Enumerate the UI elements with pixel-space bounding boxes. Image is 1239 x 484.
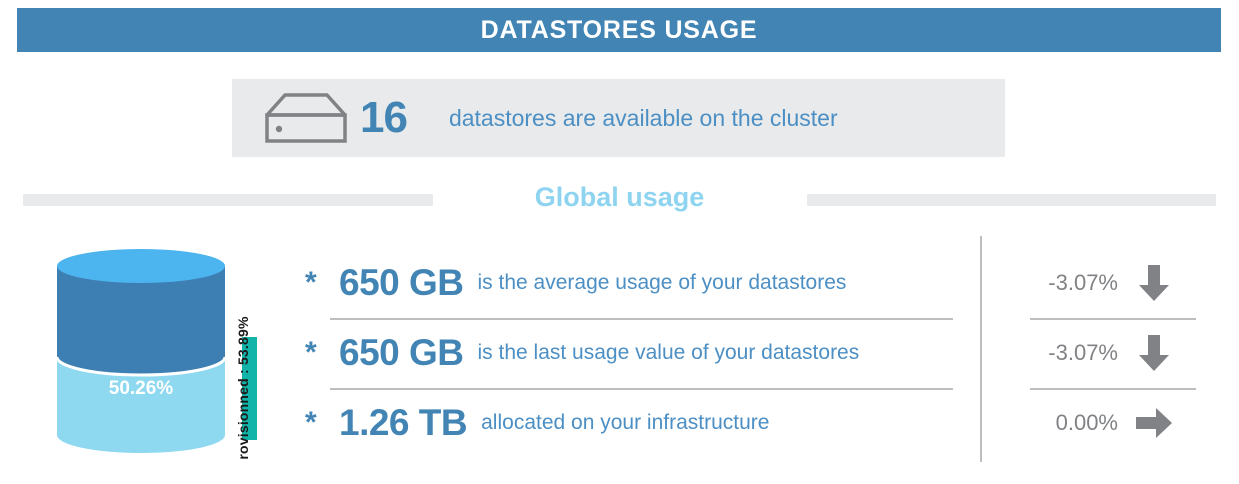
trend-row: -3.07% [1010, 318, 1210, 388]
metric-caption: is the last usage value of your datastor… [477, 341, 860, 364]
datastore-icon [258, 91, 354, 145]
bullet-icon: * [305, 336, 317, 369]
datastore-count-caption: datastores are available on the cluster [448, 104, 838, 131]
section-title: Global usage [534, 182, 705, 212]
metric-caption: allocated on your infrastructure [481, 411, 770, 434]
trend-row: -3.07% [1010, 248, 1210, 318]
page-title-bar: DATASTORES USAGE [17, 8, 1221, 52]
provisioned-marker-bar [242, 337, 257, 440]
metric-caption: is the average usage of your datastores [477, 271, 847, 294]
provisioned-marker-label: rovisionned : 53.89% [235, 316, 251, 460]
section-rule-right [807, 194, 1216, 206]
bullet-icon: * [305, 266, 317, 299]
metric-row: * 1.26 TB allocated on your infrastructu… [305, 388, 953, 458]
arrow-right-icon [1134, 406, 1174, 440]
metric-value: 650 GB [339, 262, 464, 303]
trend-percent: 0.00% [1055, 410, 1118, 435]
trend-list: -3.07% -3.07% 0.00% [1010, 248, 1210, 458]
trend-percent: -3.07% [1048, 270, 1118, 295]
trend-row: 0.00% [1010, 388, 1210, 458]
column-divider [980, 236, 982, 462]
global-usage-section-header: Global usage [0, 182, 1239, 220]
metric-value: 650 GB [339, 332, 464, 373]
trend-percent: -3.07% [1048, 340, 1118, 365]
metric-row: * 650 GB is the last usage value of your… [305, 318, 953, 388]
bullet-icon: * [305, 406, 317, 439]
datastore-count-value: 16 [360, 93, 408, 142]
datastore-count-banner: 16 datastores are available on the clust… [232, 79, 1005, 157]
arrow-down-icon [1134, 333, 1174, 373]
arrow-down-icon [1134, 263, 1174, 303]
page-title: DATASTORES USAGE [480, 15, 758, 44]
metric-value: 1.26 TB [339, 402, 468, 443]
metrics-list: * 650 GB is the average usage of your da… [305, 248, 953, 458]
usage-cylinder-gauge: 50.26% [55, 248, 227, 453]
section-rule-left [23, 194, 433, 206]
metric-row: * 650 GB is the average usage of your da… [305, 248, 953, 318]
